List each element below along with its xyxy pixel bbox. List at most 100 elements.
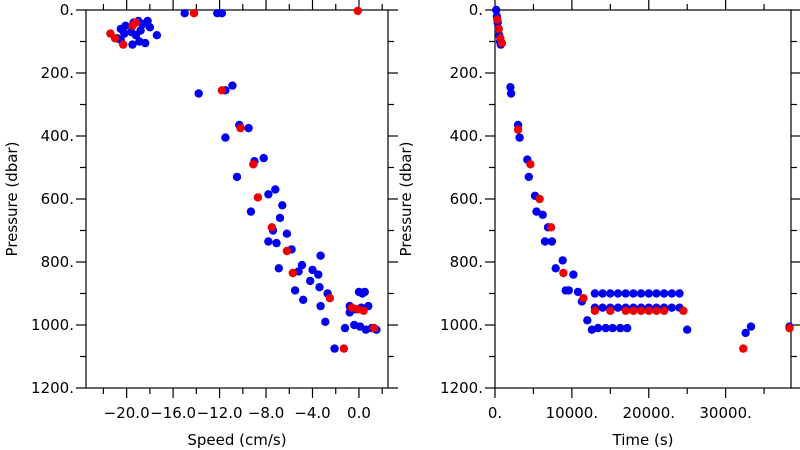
data-point xyxy=(515,133,524,142)
data-point xyxy=(613,289,623,298)
data-point xyxy=(644,289,653,298)
x-tick-label: −8.0 xyxy=(248,404,284,422)
data-point xyxy=(601,323,610,333)
data-point xyxy=(143,16,152,26)
data-point xyxy=(675,289,684,298)
data-point xyxy=(494,24,503,34)
data-point xyxy=(679,306,688,315)
data-point xyxy=(272,238,281,248)
x-tick-label: 0. xyxy=(488,404,502,422)
tick-marks xyxy=(76,0,398,398)
data-point xyxy=(667,289,676,298)
data-point xyxy=(325,294,335,303)
x-axis-title: Time (s) xyxy=(612,431,674,449)
data-point xyxy=(613,303,623,312)
data-point xyxy=(267,223,276,232)
data-point xyxy=(189,9,199,18)
data-point xyxy=(524,172,533,182)
data-point xyxy=(353,6,362,16)
data-point xyxy=(590,289,600,298)
data-point xyxy=(608,323,617,333)
data-point xyxy=(120,29,129,38)
y-tick-label: 1000. xyxy=(440,316,483,334)
data-point xyxy=(659,306,669,315)
data-point xyxy=(145,23,155,32)
data-point xyxy=(119,40,128,49)
data-point xyxy=(636,289,646,298)
y-tick-label: 400. xyxy=(450,127,483,145)
data-point xyxy=(546,223,556,232)
data-point xyxy=(246,207,256,216)
data-point xyxy=(652,289,661,298)
data-point xyxy=(492,5,501,15)
data-point xyxy=(136,26,145,35)
data-point xyxy=(244,123,253,133)
data-point xyxy=(739,344,748,353)
x-tick-labels: 0. 10000. 20000. 30000. xyxy=(488,404,752,422)
data-point xyxy=(249,160,258,169)
data-point xyxy=(264,237,273,246)
y-tick-label: 800. xyxy=(450,253,483,271)
data-point xyxy=(236,123,245,133)
data-point xyxy=(623,323,632,333)
data-point xyxy=(513,125,523,134)
data-point xyxy=(228,81,237,90)
y-tick-labels: 0. 200. 400. 600. 800. 1000. 1200. xyxy=(440,1,483,397)
y-tick-label: 1200. xyxy=(440,379,483,397)
data-point xyxy=(308,265,317,275)
data-point xyxy=(579,294,588,303)
x-tick-label: 0.0 xyxy=(347,404,371,422)
y-tick-label: 0. xyxy=(60,1,74,19)
data-point xyxy=(659,289,669,298)
y-tick-label: 600. xyxy=(41,190,74,208)
y-tick-label: 400. xyxy=(41,127,74,145)
data-point xyxy=(274,264,283,273)
data-point xyxy=(569,270,578,279)
data-point xyxy=(340,323,350,333)
data-point xyxy=(636,306,646,315)
data-point xyxy=(538,210,547,219)
data-point xyxy=(629,306,638,315)
y-tick-label: 200. xyxy=(41,64,74,82)
data-point xyxy=(299,295,308,304)
x-tick-label: −4.0 xyxy=(294,404,330,422)
data-point xyxy=(131,18,141,27)
data-point xyxy=(221,133,230,142)
x-tick-label: −20.0 xyxy=(104,404,150,422)
data-point xyxy=(339,344,349,353)
speed-pressure-chart: 0.200.400.600.800.1000.1200. −20.0 −16.0−… xyxy=(3,0,398,449)
data-point xyxy=(194,89,203,98)
data-point xyxy=(606,289,615,298)
data-point xyxy=(330,344,339,353)
data-point xyxy=(306,276,315,286)
data-point xyxy=(290,286,300,295)
data-point xyxy=(683,325,692,334)
y-tick-label: 1200. xyxy=(31,379,74,397)
data-points xyxy=(492,5,794,353)
data-point xyxy=(271,185,280,194)
data-point xyxy=(535,194,544,204)
x-tick-label: −12.0 xyxy=(197,404,243,422)
y-tick-label: 600. xyxy=(450,190,483,208)
data-points xyxy=(106,6,381,353)
data-point xyxy=(606,306,615,315)
data-point xyxy=(532,207,541,216)
data-point xyxy=(506,89,516,98)
data-point xyxy=(315,283,324,292)
data-point xyxy=(785,323,794,333)
data-point xyxy=(547,237,557,246)
x-tick-label: 30000. xyxy=(699,404,752,422)
data-point xyxy=(152,31,162,40)
y-axis-title: Pressure (dbar) xyxy=(3,142,21,257)
x-tick-label: 20000. xyxy=(623,404,676,422)
data-point xyxy=(593,323,603,333)
y-axis-title: Pressure (dbar) xyxy=(397,142,415,257)
data-point xyxy=(564,286,573,295)
data-point xyxy=(253,193,263,202)
y-tick-label: 0. xyxy=(469,1,483,19)
y-tick-label: 200. xyxy=(450,64,483,82)
data-point xyxy=(506,83,515,92)
data-point xyxy=(621,289,630,298)
data-point xyxy=(121,21,130,30)
